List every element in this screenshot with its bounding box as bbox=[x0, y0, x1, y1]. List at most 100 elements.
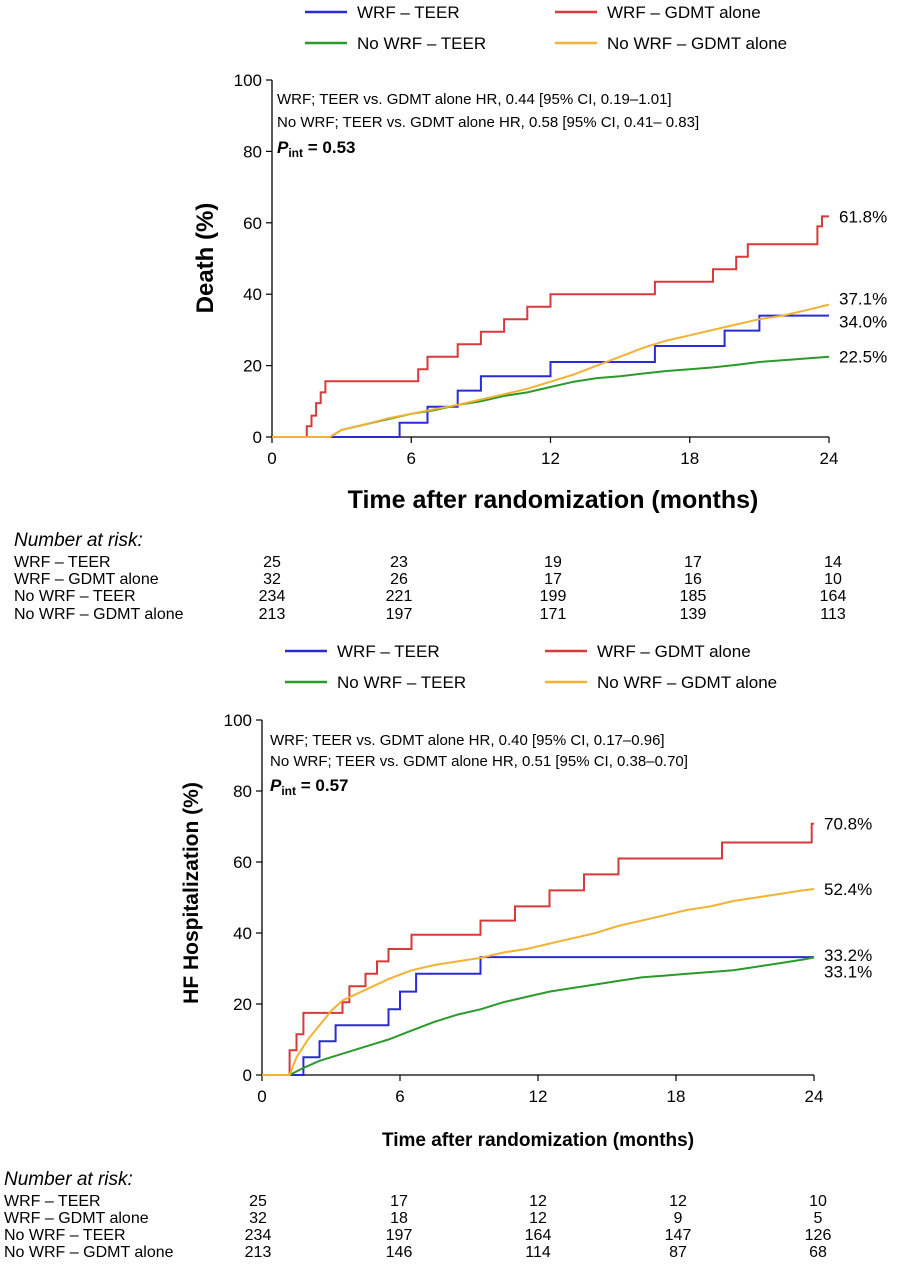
y-axis-label: HF Hospitalization (%) bbox=[180, 782, 203, 1004]
risk-value: 14 bbox=[824, 554, 842, 571]
end-value-label: 22.5% bbox=[839, 348, 887, 367]
y-tick-label: 20 bbox=[233, 995, 252, 1014]
hr-annotation: No WRF; TEER vs. GDMT alone HR, 0.58 [95… bbox=[277, 114, 699, 131]
risk-row-label: No WRF – GDMT alone bbox=[4, 1244, 174, 1261]
risk-value: 12 bbox=[529, 1210, 547, 1227]
risk-value: 12 bbox=[669, 1193, 687, 1210]
risk-value: 185 bbox=[680, 588, 707, 605]
risk-row: WRF – GDMT alone 32 26 17 16 10 bbox=[14, 571, 842, 588]
end-value-label: 52.4% bbox=[824, 880, 872, 899]
risk-value: 10 bbox=[809, 1193, 827, 1210]
series-line bbox=[262, 956, 815, 1076]
risk-value: 32 bbox=[249, 1210, 267, 1227]
risk-value: 17 bbox=[390, 1193, 408, 1210]
p-interaction: Pint = 0.57 bbox=[270, 776, 348, 798]
risk-value: 171 bbox=[540, 606, 567, 623]
end-value-label: 61.8% bbox=[839, 207, 887, 226]
risk-value: 234 bbox=[245, 1227, 272, 1244]
x-tick-label: 6 bbox=[395, 1087, 404, 1106]
legend-item: WRF – TEER bbox=[305, 3, 460, 22]
risk-value: 234 bbox=[259, 588, 286, 605]
legend-label: WRF – TEER bbox=[357, 3, 460, 22]
x-tick-label: 24 bbox=[820, 449, 839, 468]
risk-value: 18 bbox=[390, 1210, 408, 1227]
x-tick-label: 18 bbox=[680, 449, 699, 468]
risk-value: 114 bbox=[525, 1244, 551, 1261]
risk-value: 26 bbox=[390, 571, 408, 588]
x-tick-label: 0 bbox=[257, 1087, 266, 1106]
end-value-label: 70.8% bbox=[824, 815, 872, 834]
risk-value: 9 bbox=[674, 1210, 683, 1227]
legend-label: No WRF – GDMT alone bbox=[607, 34, 787, 53]
risk-row-label: No WRF – TEER bbox=[14, 588, 136, 605]
risk-value: 68 bbox=[809, 1244, 827, 1261]
risk-row-label: WRF – TEER bbox=[14, 554, 111, 571]
risk-row: No WRF – TEER 234 221 199 185 164 bbox=[14, 588, 846, 605]
p-value: = 0.53 bbox=[303, 138, 355, 157]
legend: WRF – TEER WRF – GDMT alone No WRF – TEER N… bbox=[285, 642, 777, 692]
risk-value: 164 bbox=[820, 588, 847, 605]
hr-annotation: WRF; TEER vs. GDMT alone HR, 0.40 [95% C… bbox=[270, 732, 665, 749]
risk-value: 147 bbox=[665, 1227, 692, 1244]
legend-label: No WRF – TEER bbox=[357, 34, 486, 53]
y-tick-label: 80 bbox=[233, 782, 252, 801]
risk-row-label: No WRF – TEER bbox=[4, 1227, 126, 1244]
risk-value: 87 bbox=[669, 1244, 687, 1261]
end-value-label: 33.2% bbox=[824, 946, 872, 965]
legend: WRF – TEER WRF – GDMT alone No WRF – TEER N… bbox=[305, 3, 787, 53]
risk-row: WRF – TEER 25 17 12 12 10 bbox=[4, 1193, 827, 1210]
risk-value: 5 bbox=[814, 1210, 823, 1227]
x-tick-label: 12 bbox=[529, 1087, 548, 1106]
risk-value: 10 bbox=[824, 571, 842, 588]
end-value-label: 33.1% bbox=[824, 962, 872, 981]
series-line bbox=[262, 956, 814, 1076]
p-value: = 0.57 bbox=[296, 776, 348, 795]
number-at-risk-title: Number at risk: bbox=[14, 530, 143, 551]
risk-row-label: WRF – GDMT alone bbox=[4, 1210, 149, 1227]
risk-row-label: No WRF – GDMT alone bbox=[14, 606, 184, 623]
x-tick-label: 0 bbox=[267, 449, 276, 468]
legend-item: No WRF – TEER bbox=[305, 34, 486, 53]
risk-row-label: WRF – GDMT alone bbox=[14, 571, 159, 588]
risk-value: 32 bbox=[263, 571, 281, 588]
risk-value: 19 bbox=[544, 554, 562, 571]
series-line bbox=[272, 314, 829, 438]
number-at-risk-title: Number at risk: bbox=[4, 1169, 133, 1190]
y-axis-label: Death (%) bbox=[192, 203, 219, 314]
x-tick-label: 12 bbox=[541, 449, 560, 468]
y-tick-label: 40 bbox=[233, 924, 252, 943]
risk-value: 199 bbox=[540, 588, 567, 605]
risk-value: 25 bbox=[263, 554, 281, 571]
legend-label: WRF – GDMT alone bbox=[597, 642, 751, 661]
hr-annotation: WRF; TEER vs. GDMT alone HR, 0.44 [95% C… bbox=[277, 91, 672, 108]
legend-item: WRF – GDMT alone bbox=[545, 642, 751, 661]
legend-item: WRF – TEER bbox=[285, 642, 440, 661]
risk-value: 16 bbox=[684, 571, 702, 588]
legend-label: No WRF – TEER bbox=[337, 673, 466, 692]
p-symbol: P bbox=[277, 138, 289, 157]
risk-value: 213 bbox=[259, 606, 286, 623]
x-axis-label: Time after randomization (months) bbox=[382, 1130, 694, 1151]
series-line bbox=[262, 822, 814, 1076]
risk-row: WRF – TEER 25 23 19 17 14 bbox=[14, 554, 842, 571]
risk-value: 146 bbox=[386, 1244, 413, 1261]
legend-label: WRF – GDMT alone bbox=[607, 3, 761, 22]
risk-row-label: WRF – TEER bbox=[4, 1193, 101, 1210]
legend-item: No WRF – GDMT alone bbox=[545, 673, 777, 692]
risk-value: 17 bbox=[684, 554, 702, 571]
risk-row: No WRF – GDMT alone 213 146 114 87 68 bbox=[4, 1244, 827, 1261]
p-symbol: P bbox=[270, 776, 282, 795]
y-tick-label: 100 bbox=[234, 71, 262, 90]
legend-item: No WRF – TEER bbox=[285, 673, 466, 692]
series-line bbox=[262, 888, 815, 1076]
hr-annotation: No WRF; TEER vs. GDMT alone HR, 0.51 [95… bbox=[270, 753, 688, 770]
risk-value: 17 bbox=[544, 571, 562, 588]
risk-value: 221 bbox=[386, 588, 413, 605]
risk-row: WRF – GDMT alone 32 18 12 9 5 bbox=[4, 1210, 823, 1227]
risk-value: 197 bbox=[386, 1227, 413, 1244]
p-subscript: int bbox=[288, 146, 303, 160]
